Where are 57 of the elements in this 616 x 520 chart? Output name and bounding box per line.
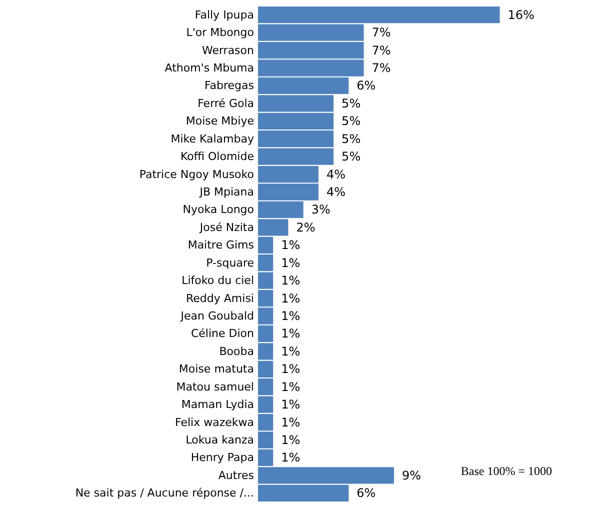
y-tick-label: Fally Ipupa [194,8,254,22]
y-tick-label: Moise matuta [178,362,254,376]
data-label: 5% [342,96,361,110]
y-tick-label: Patrice Ngoy Musoko [139,168,254,181]
y-tick-label: Lokua kanza [186,434,254,446]
y-tick-label: Reddy Amisi [186,292,254,305]
y-tick-label: José Nzita [198,220,254,234]
y-tick-label: Jean Goubald [180,310,254,322]
data-label: 5% [342,132,361,146]
y-tick-label: Ne sait pas / Aucune réponse /... [75,486,254,500]
y-tick-label: JB Mpiana [198,186,254,198]
y-tick-label: Matou samuel [176,380,254,394]
data-label: 5% [342,114,361,128]
annotation: Base 100% = 1000 [460,464,552,478]
y-tick-label: P-square [206,256,254,270]
y-tick-label: Ferré Gola [198,96,254,110]
data-label: 5% [342,150,361,164]
y-tick-label: Maitre Gims [188,238,254,252]
data-label: 1% [281,326,300,341]
y-tick-label: Felix wazekwa [175,416,254,429]
data-label: 2% [296,220,316,234]
data-label: 1% [281,450,300,465]
y-tick-label: L'or Mbongo [186,26,254,40]
data-label: 9% [402,468,422,482]
y-tick-label: Céline Dion [190,327,254,340]
data-label: 3% [311,202,330,217]
y-tick-label: Fabregas [204,79,254,92]
data-label: 1% [281,398,300,412]
y-tick-label: Maman Lydia [181,398,254,412]
data-label: 1% [281,380,300,394]
y-tick-label: Lifoko du ciel [182,274,254,288]
data-label: 1% [281,274,300,288]
data-label: 4% [326,185,346,199]
data-label: 1% [281,344,300,358]
y-tick-label: Werrason [202,44,254,57]
data-label: 1% [281,256,300,270]
y-tick-label: Nyoka Longo [182,203,254,216]
y-tick-label: Moise Mbiye [186,114,254,128]
data-label: 1% [281,309,300,323]
data-label: 16% [508,8,534,22]
data-label: 7% [372,43,391,58]
y-tick-label: Koffi Olomide [180,150,254,164]
data-label: 1% [281,362,300,376]
y-tick-label: Athom's Mbuma [164,62,254,74]
data-label: 6% [356,486,376,500]
y-tick-label: Mike Kalambay [170,132,254,146]
data-label: 1% [281,238,300,252]
data-label: 1% [281,433,300,447]
y-tick-label: Henry Papa [190,451,254,464]
data-label: 1% [281,415,300,430]
data-label: 4% [326,167,346,182]
data-label: 7% [372,61,391,75]
data-label: 6% [356,78,376,93]
y-tick-label: Autres [218,468,254,482]
data-label: 7% [372,26,391,40]
data-label: 1% [281,291,300,306]
y-tick-label: Booba [219,344,254,358]
